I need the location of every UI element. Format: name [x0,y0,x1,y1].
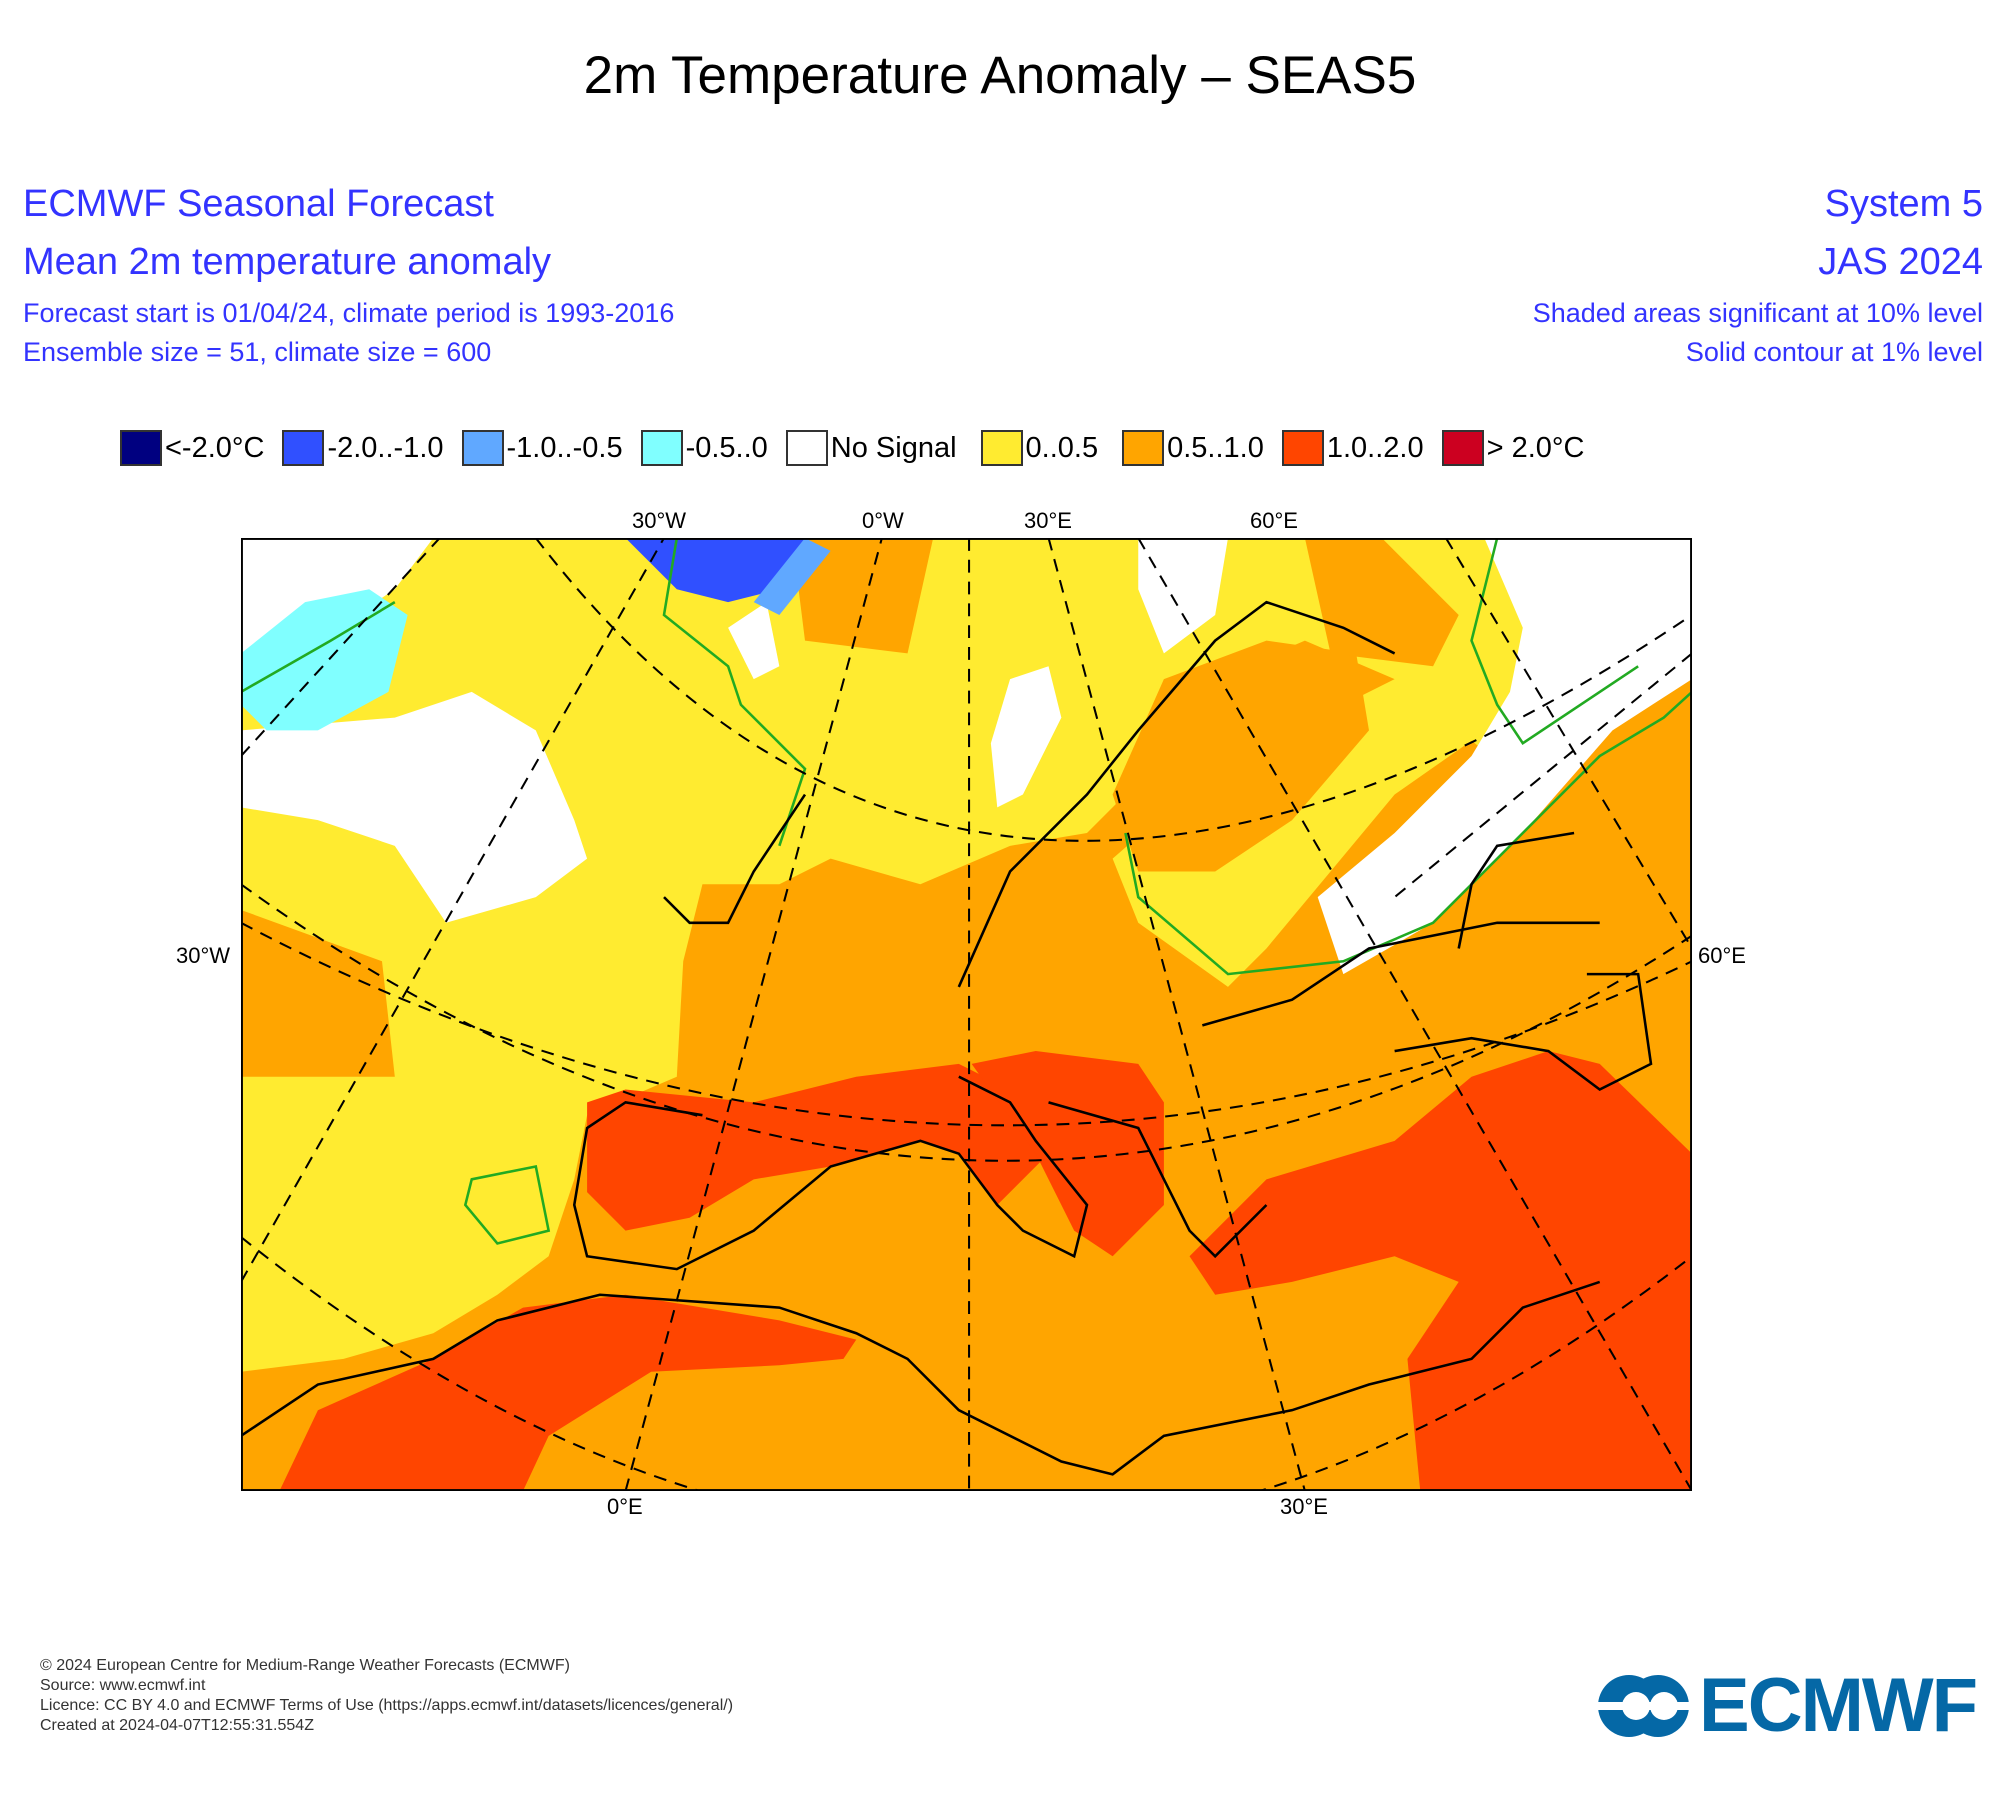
legend-label: 0..0.5 [1025,431,1099,464]
shade-1.0-2.0 [1189,1051,1692,1491]
legend-label: -1.0..-0.5 [506,431,623,464]
legend-label: -2.0..-1.0 [327,431,444,464]
graticule [241,538,1692,1491]
legend-item: No Signal [785,430,957,466]
shade-no-signal [1138,538,1228,654]
header-season: JAS 2024 [1818,241,1983,283]
shade-0-0.5 [241,538,1692,1372]
shade-minus-0.5-0 [241,589,408,731]
legend-item: 0.5..1.0 [1122,430,1264,466]
legend-label: <-2.0°C [165,431,265,464]
anomaly-map [241,538,1692,1491]
axis-label-top: 30°E [1024,508,1072,533]
legend-swatch [461,430,504,466]
legend-item: <-2.0°C [120,430,264,466]
legend: <-2.0°C -2.0..-1.0 -1.0..-0.5 -0.5..0 No Sig… [120,430,1602,466]
footer-source: Source: www.ecmwf.int [40,1677,206,1694]
shade-1.0-2.0 [587,1063,1062,1231]
ecmwf-logo-icon [1596,1674,1691,1737]
axis-label-right: 60°E [1698,943,1746,968]
legend-swatch [1441,430,1484,466]
page-title: 2m Temperature Anomaly – SEAS5 [583,46,1417,105]
header-forecast-start: Forecast start is 01/04/24, climate peri… [23,298,675,328]
shade-0.5-1.0 [1304,538,1459,667]
legend-swatch [1122,430,1165,466]
axis-label-bottom: 30°E [1280,1494,1328,1519]
header-system: System 5 [1824,183,1983,225]
header-variable: Mean 2m temperature anomaly [23,241,552,283]
footer-copyright: © 2024 European Centre for Medium-Range … [40,1657,570,1674]
shade-minus-2.0-minus-1.0 [625,538,805,603]
legend-label: -0.5..0 [685,431,768,464]
shade-1.0-2.0 [971,1051,1164,1257]
legend-item: > 2.0°C [1441,430,1585,466]
legend-label: No Signal [830,431,957,464]
header-ensemble: Ensemble size = 51, climate size = 600 [23,337,492,367]
shade-no-signal [728,602,780,680]
legend-item: 1.0..2.0 [1281,430,1424,466]
legend-item: -2.0..-1.0 [282,430,444,466]
header-contour: Solid contour at 1% level [1685,337,1983,367]
legend-label: > 2.0°C [1486,431,1585,464]
footer-created: Created at 2024-04-07T12:55:31.554Z [40,1717,314,1734]
axis-label-top: 30°W [632,508,687,533]
header-product: ECMWF Seasonal Forecast [23,183,494,225]
legend-label: 0.5..1.0 [1167,431,1264,464]
significance-contours [241,538,1692,1245]
shade-0.5-1.0 [1112,640,1369,872]
ecmwf-logo-text: ECMWF [1699,1663,1978,1748]
shade-no-signal [990,666,1062,808]
legend-swatch [785,430,828,466]
legend-item: -1.0..-0.5 [461,430,623,466]
shade-no-signal [1317,538,1692,975]
coastlines [241,600,1653,1476]
legend-swatch [980,430,1023,466]
legend-item: 0..0.5 [980,430,1099,466]
axis-label-top: 60°E [1250,508,1298,533]
header-significance: Shaded areas significant at 10% level [1532,298,1983,328]
legend-label: 1.0..2.0 [1326,431,1424,464]
shade-1.0-2.0 [279,1294,857,1491]
ecmwf-logo: ECMWF [1596,1662,1978,1749]
shade-no-signal [241,691,588,923]
legend-swatch [120,430,162,466]
shade-minus-1.0-minus-0.5 [753,538,831,615]
legend-item: -0.5..0 [640,430,768,466]
axis-label-bottom: 0°E [607,1494,643,1519]
shade-0-0.5 [1112,614,1587,987]
legend-swatch [1281,430,1324,466]
axis-label-left: 30°W [176,943,231,968]
axis-label-top: 0°W [862,508,904,533]
legend-swatch [640,430,683,466]
legend-swatch [282,430,325,466]
footer-licence: Licence: CC BY 4.0 and ECMWF Terms of Us… [40,1697,734,1714]
